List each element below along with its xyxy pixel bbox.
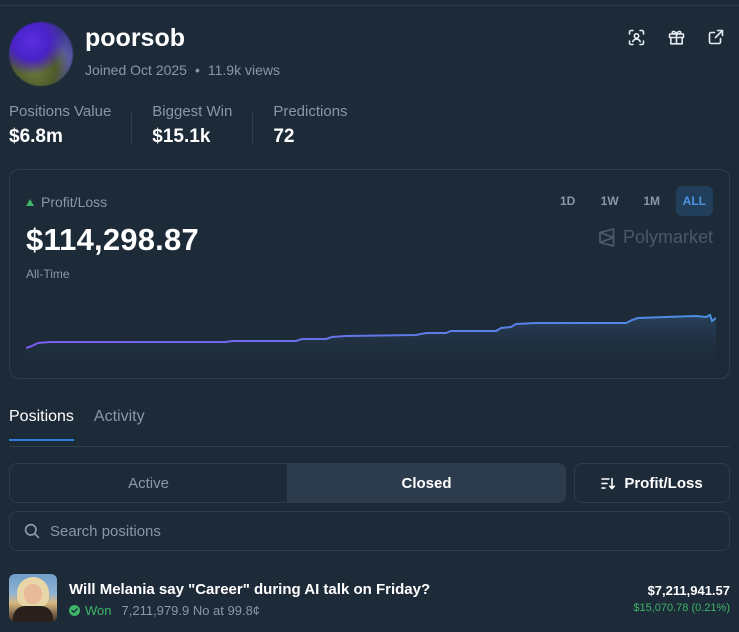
- position-value: $7,211,941.57: [647, 583, 730, 598]
- segment-closed[interactable]: Closed: [287, 464, 565, 502]
- header-actions: [627, 28, 725, 46]
- status-badge: Won: [69, 603, 112, 618]
- market-title: Will Melania say "Career" during AI talk…: [69, 581, 431, 598]
- external-link-icon[interactable]: [707, 28, 725, 46]
- positions-tabs: Positions Activity: [9, 408, 145, 441]
- polymarket-logo-icon: [599, 228, 615, 247]
- stat-value: $6.8m: [9, 126, 63, 147]
- stat-value: 72: [273, 126, 295, 147]
- sort-label: Profit/Loss: [624, 474, 703, 492]
- status-label: Won: [85, 603, 112, 618]
- pnl-header: Profit/Loss: [26, 194, 107, 210]
- search-input[interactable]: [50, 522, 670, 540]
- pnl-line: [26, 313, 716, 349]
- pnl-card: Profit/Loss $114,298.87 All-Time 1D 1W 1…: [9, 169, 730, 379]
- pnl-area: [26, 315, 716, 368]
- username: poorsob: [85, 24, 185, 52]
- brand-name: Polymarket: [622, 227, 713, 247]
- scan-icon[interactable]: [627, 28, 645, 46]
- market-thumbnail: [9, 574, 57, 622]
- polymarket-brand: Polymarket: [598, 227, 713, 248]
- stat-label: Biggest Win: [152, 103, 233, 120]
- range-all[interactable]: ALL: [675, 186, 713, 216]
- sort-button[interactable]: Profit/Loss: [574, 463, 730, 503]
- pnl-label: Profit/Loss: [41, 194, 108, 210]
- position-details: Won 7,211,979.9 No at 99.8¢: [69, 603, 260, 618]
- profile-meta: Joined Oct 2025 • 11.9k views: [85, 62, 280, 78]
- stat-value: $15.1k: [152, 126, 211, 147]
- tab-activity[interactable]: Activity: [93, 408, 145, 425]
- up-triangle-icon: [26, 198, 34, 206]
- shares-info: 7,211,979.9 No at 99.8¢: [121, 603, 261, 618]
- time-range-selector: 1D 1W 1M ALL: [550, 186, 713, 216]
- tabs-divider: [9, 446, 730, 447]
- joined-date: Joined Oct 2025: [85, 62, 187, 78]
- stat-divider: [131, 112, 133, 145]
- stat-divider: [252, 112, 254, 145]
- position-row[interactable]: Will Melania say "Career" during AI talk…: [9, 574, 730, 624]
- range-1m[interactable]: 1M: [643, 194, 660, 208]
- gift-icon[interactable]: [667, 28, 685, 46]
- sort-icon: [601, 477, 616, 490]
- stat-positions-value: Positions Value $6.8m: [9, 103, 111, 148]
- stat-label: Positions Value: [9, 103, 112, 120]
- range-1d[interactable]: 1D: [560, 194, 576, 208]
- position-pnl: $15,070.78 (0.21%): [633, 602, 730, 614]
- pnl-value: $114,298.87: [26, 222, 199, 257]
- search-icon: [24, 523, 40, 539]
- check-circle-icon: [69, 605, 80, 616]
- search-bar: [9, 511, 730, 551]
- meta-separator-dot: •: [194, 62, 200, 78]
- pnl-chart: [26, 313, 716, 368]
- status-segmented-control: Active Closed: [9, 463, 566, 503]
- tab-positions[interactable]: Positions: [9, 408, 74, 441]
- view-count: 11.9k views: [207, 62, 280, 78]
- stat-predictions: Predictions 72: [273, 103, 347, 148]
- profile-stats: Positions Value $6.8m Biggest Win $15.1k…: [9, 103, 348, 148]
- range-1w[interactable]: 1W: [600, 194, 619, 208]
- stat-biggest-win: Biggest Win $15.1k: [152, 103, 232, 148]
- top-divider: [0, 5, 739, 6]
- segment-active[interactable]: Active: [128, 474, 169, 492]
- stat-label: Predictions: [273, 103, 348, 120]
- pnl-period-label: All-Time: [26, 267, 70, 281]
- avatar: [9, 22, 73, 86]
